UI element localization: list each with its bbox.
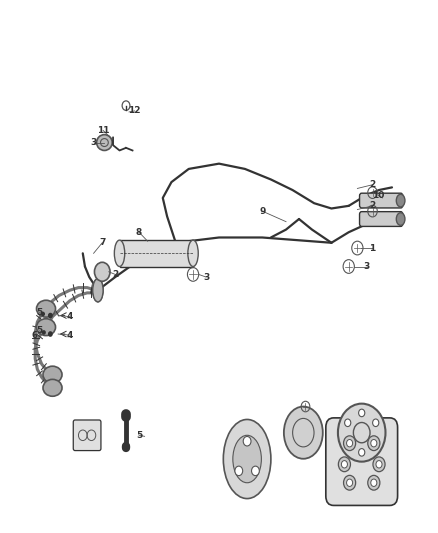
Circle shape	[338, 403, 385, 462]
Text: 2: 2	[369, 180, 376, 189]
Circle shape	[343, 436, 356, 450]
Circle shape	[42, 312, 44, 316]
Text: 9: 9	[259, 207, 265, 216]
Text: 1: 1	[369, 244, 376, 253]
Circle shape	[251, 466, 259, 475]
Circle shape	[371, 440, 377, 447]
Text: 3: 3	[203, 272, 209, 281]
Circle shape	[346, 440, 353, 447]
Circle shape	[235, 466, 243, 475]
Circle shape	[359, 409, 365, 417]
Circle shape	[49, 313, 52, 318]
Circle shape	[42, 331, 45, 334]
Circle shape	[373, 439, 379, 446]
Text: 5: 5	[36, 326, 42, 335]
Text: 11: 11	[97, 126, 110, 135]
Text: 5: 5	[136, 431, 142, 440]
Text: 10: 10	[372, 191, 384, 200]
Text: 2: 2	[112, 270, 118, 279]
Circle shape	[345, 439, 351, 446]
FancyBboxPatch shape	[73, 420, 101, 450]
Ellipse shape	[36, 319, 56, 336]
Circle shape	[373, 419, 379, 426]
Circle shape	[368, 436, 380, 450]
Text: 6: 6	[31, 330, 38, 340]
FancyBboxPatch shape	[326, 418, 398, 505]
Circle shape	[95, 262, 110, 281]
Ellipse shape	[284, 407, 323, 459]
Circle shape	[373, 457, 385, 472]
Ellipse shape	[188, 240, 198, 266]
Ellipse shape	[43, 366, 62, 383]
Ellipse shape	[114, 240, 125, 266]
Circle shape	[343, 475, 356, 490]
Circle shape	[243, 437, 251, 446]
Text: 2: 2	[369, 201, 376, 211]
Text: 12: 12	[128, 107, 141, 116]
FancyBboxPatch shape	[360, 212, 403, 227]
Ellipse shape	[396, 213, 405, 225]
Ellipse shape	[93, 279, 103, 302]
FancyBboxPatch shape	[360, 193, 403, 208]
Circle shape	[338, 457, 350, 472]
Text: 8: 8	[136, 228, 142, 237]
Text: 5: 5	[36, 308, 42, 317]
Circle shape	[359, 449, 365, 456]
Ellipse shape	[93, 279, 103, 302]
Polygon shape	[120, 240, 193, 266]
Ellipse shape	[233, 435, 261, 483]
Text: 7: 7	[99, 238, 106, 247]
Circle shape	[371, 479, 377, 487]
Ellipse shape	[36, 300, 56, 317]
Text: 3: 3	[364, 262, 370, 271]
Text: 3: 3	[91, 138, 97, 147]
Ellipse shape	[43, 379, 62, 396]
Text: 4: 4	[67, 312, 73, 321]
Circle shape	[341, 461, 347, 468]
Circle shape	[49, 332, 52, 336]
Ellipse shape	[223, 419, 271, 498]
Circle shape	[346, 479, 353, 487]
Circle shape	[368, 475, 380, 490]
Circle shape	[376, 461, 382, 468]
Text: 4: 4	[67, 330, 73, 340]
Ellipse shape	[396, 194, 405, 207]
Circle shape	[345, 419, 351, 426]
Ellipse shape	[97, 135, 112, 150]
